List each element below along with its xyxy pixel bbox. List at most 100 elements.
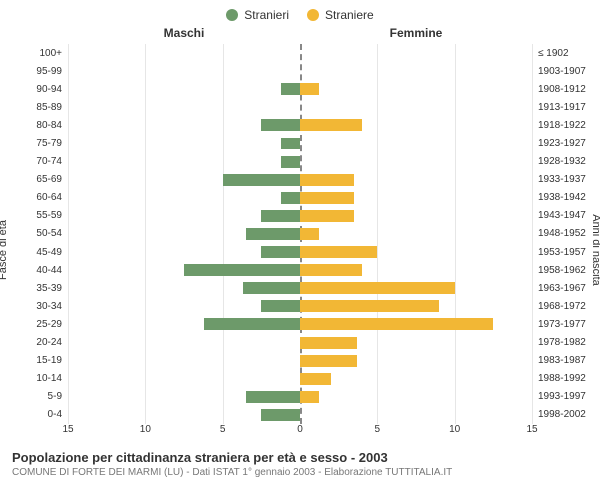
bar-row	[68, 116, 532, 134]
birth-year-label: 1923-1927	[538, 134, 594, 152]
bar-row	[68, 279, 532, 297]
bar-male	[281, 138, 300, 150]
x-axis-ticks: 05510101515	[68, 424, 532, 442]
x-tick-label: 10	[449, 424, 460, 435]
bar-row	[68, 44, 532, 62]
bar-male	[261, 409, 300, 421]
x-tick-label: 15	[62, 424, 73, 435]
bar-female	[300, 264, 362, 276]
y-axis-label-left: Fasce di età	[0, 220, 9, 280]
birth-year-label: 1983-1987	[538, 352, 594, 370]
birth-year-label: 1933-1937	[538, 171, 594, 189]
y-axis-right-ticks: ≤ 19021903-19071908-19121913-19171918-19…	[532, 44, 594, 424]
legend-item-female: Straniere	[307, 8, 374, 22]
x-tick-label: 5	[375, 424, 381, 435]
bar-row	[68, 388, 532, 406]
bar-male	[281, 156, 300, 168]
age-label: 95-99	[6, 62, 62, 80]
title-male: Maschi	[68, 26, 300, 44]
bar-male	[281, 83, 300, 95]
legend: Stranieri Straniere	[0, 0, 600, 26]
bar-male	[281, 192, 300, 204]
age-label: 90-94	[6, 80, 62, 98]
chart-subtitle: COMUNE DI FORTE DEI MARMI (LU) - Dati IS…	[12, 467, 588, 478]
bar-row	[68, 297, 532, 315]
bar-row	[68, 189, 532, 207]
age-label: 100+	[6, 44, 62, 62]
bar-row	[68, 62, 532, 80]
x-tick-label: 15	[526, 424, 537, 435]
age-label: 45-49	[6, 243, 62, 261]
bar-female	[300, 192, 354, 204]
bar-female	[300, 391, 319, 403]
bar-row	[68, 334, 532, 352]
bar-female	[300, 355, 357, 367]
bar-row	[68, 207, 532, 225]
bars-area	[68, 44, 532, 424]
birth-year-label: ≤ 1902	[538, 44, 594, 62]
legend-swatch-female	[307, 9, 319, 21]
bar-rows	[68, 44, 532, 424]
bar-male	[246, 228, 300, 240]
age-label: 0-4	[6, 406, 62, 424]
birth-year-label: 1973-1977	[538, 315, 594, 333]
age-label: 85-89	[6, 98, 62, 116]
column-titles: Maschi Femmine	[0, 26, 600, 44]
x-tick-label: 10	[140, 424, 151, 435]
bar-row	[68, 315, 532, 333]
bar-row	[68, 352, 532, 370]
age-label: 75-79	[6, 134, 62, 152]
age-label: 15-19	[6, 352, 62, 370]
bar-male	[204, 318, 300, 330]
birth-year-label: 1968-1972	[538, 297, 594, 315]
age-label: 35-39	[6, 279, 62, 297]
birth-year-label: 1953-1957	[538, 243, 594, 261]
bar-row	[68, 261, 532, 279]
bar-row	[68, 153, 532, 171]
title-female: Femmine	[300, 26, 532, 44]
birth-year-label: 1903-1907	[538, 62, 594, 80]
birth-year-label: 1958-1962	[538, 261, 594, 279]
age-label: 5-9	[6, 388, 62, 406]
birth-year-label: 1998-2002	[538, 406, 594, 424]
bar-female	[300, 83, 319, 95]
birth-year-label: 1978-1982	[538, 334, 594, 352]
y-axis-label-right: Anni di nascita	[591, 214, 600, 286]
x-tick-label: 0	[297, 424, 303, 435]
bar-female	[300, 373, 331, 385]
age-label: 20-24	[6, 334, 62, 352]
x-axis: 05510101515	[0, 424, 600, 442]
birth-year-label: 1963-1967	[538, 279, 594, 297]
bar-male	[261, 300, 300, 312]
chart-title: Popolazione per cittadinanza straniera p…	[12, 450, 588, 465]
bar-row	[68, 98, 532, 116]
y-axis-left-ticks: 100+95-9990-9485-8980-8475-7970-7465-696…	[6, 44, 68, 424]
age-label: 60-64	[6, 189, 62, 207]
birth-year-label: 1993-1997	[538, 388, 594, 406]
bar-male	[261, 246, 300, 258]
bar-female	[300, 210, 354, 222]
age-label: 10-14	[6, 370, 62, 388]
bar-female	[300, 318, 493, 330]
plot-area: Fasce di età Anni di nascita 100+95-9990…	[0, 44, 600, 424]
bar-male	[261, 119, 300, 131]
age-label: 80-84	[6, 116, 62, 134]
legend-label-female: Straniere	[325, 8, 374, 22]
birth-year-label: 1938-1942	[538, 189, 594, 207]
bar-row	[68, 80, 532, 98]
chart-footer: Popolazione per cittadinanza straniera p…	[0, 442, 600, 482]
bar-male	[243, 282, 300, 294]
age-label: 70-74	[6, 153, 62, 171]
legend-label-male: Stranieri	[244, 8, 289, 22]
grid-line	[532, 44, 533, 424]
birth-year-label: 1918-1922	[538, 116, 594, 134]
bar-row	[68, 171, 532, 189]
age-label: 30-34	[6, 297, 62, 315]
bar-male	[261, 210, 300, 222]
bar-row	[68, 134, 532, 152]
age-label: 40-44	[6, 261, 62, 279]
age-label: 50-54	[6, 225, 62, 243]
bar-female	[300, 228, 319, 240]
legend-swatch-male	[226, 9, 238, 21]
age-label: 55-59	[6, 207, 62, 225]
